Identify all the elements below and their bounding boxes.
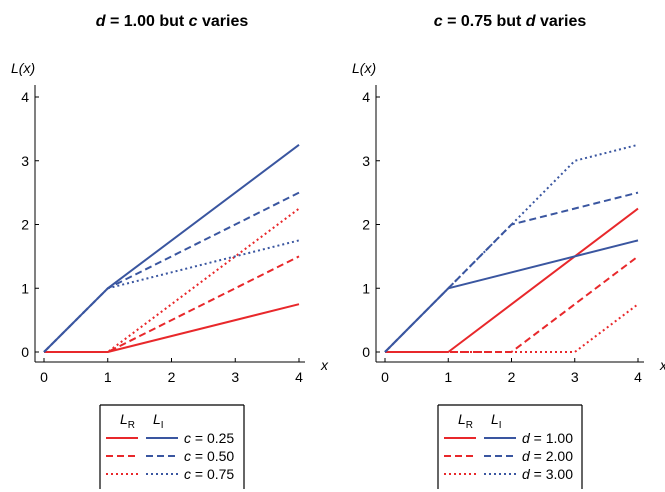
y-tick-label: 1 <box>362 280 370 296</box>
series-line-i-solid <box>384 239 639 353</box>
x-tick-label: 2 <box>508 369 516 385</box>
x-tick-label: 2 <box>168 369 176 385</box>
series-line-r-dotted <box>44 207 300 353</box>
y-tick-label: 4 <box>21 89 29 105</box>
legend-row-label: d = 1.00 <box>522 430 573 446</box>
x-tick-label: 0 <box>40 369 48 385</box>
chart-panel-2: c = 0.75 but d varies L(x) x 0 1 2 3 4 0 1 2 3 4 LR LI… <box>352 13 665 489</box>
x-tick-label: 4 <box>295 369 303 385</box>
legend: LR LI c = 0.25 c = 0.50 c = 0.75 <box>99 404 245 489</box>
x-axis-label: x <box>659 357 665 373</box>
y-axis-label: L(x) <box>352 60 376 76</box>
series-line-r-solid <box>44 303 300 353</box>
x-tick-label: 4 <box>634 369 642 385</box>
legend: LR LI d = 1.00 d = 2.00 d = 3.00 <box>437 404 583 489</box>
series-line-r-dotted <box>385 303 639 353</box>
legend-row-label: c = 0.50 <box>184 448 234 464</box>
legend-header-i: LI <box>153 411 164 431</box>
legend-header-r: LR <box>458 411 473 431</box>
x-tick-label: 1 <box>104 369 112 385</box>
chart-title: c = 0.75 but d varies <box>434 13 587 30</box>
chart-panel-1: d = 1.00 but c varies L(x) x 0 1 2 3 4 0 1 2 3 4 LR LI… <box>11 13 329 489</box>
y-tick-label: 3 <box>21 153 29 169</box>
legend-row-label: d = 2.00 <box>522 448 573 464</box>
series-line-i-dotted <box>384 143 639 353</box>
x-axis-label: x <box>320 357 329 373</box>
y-axis-label: L(x) <box>11 60 35 76</box>
y-tick-label: 2 <box>362 217 370 233</box>
y-tick-label: 2 <box>21 217 29 233</box>
y-tick-label: 0 <box>362 344 370 360</box>
y-tick-label: 1 <box>21 280 29 296</box>
legend-row-label: c = 0.75 <box>184 466 234 482</box>
x-tick-label: 3 <box>231 369 239 385</box>
y-tick-label: 4 <box>362 89 370 105</box>
legend-header-i: LI <box>491 411 502 431</box>
series-line-r-dashed <box>44 255 300 353</box>
legend-row-label: c = 0.25 <box>184 430 234 446</box>
x-tick-label: 1 <box>444 369 452 385</box>
x-tick-label: 0 <box>381 369 389 385</box>
series-line-i-dashed <box>384 191 639 353</box>
x-tick-label: 3 <box>571 369 579 385</box>
chart-title: d = 1.00 but c varies <box>96 13 249 30</box>
legend-row-label: d = 3.00 <box>522 466 573 482</box>
series-line-r-solid <box>385 207 639 353</box>
series-line-i-dotted <box>43 239 300 353</box>
y-tick-label: 0 <box>21 344 29 360</box>
y-tick-label: 3 <box>362 153 370 169</box>
legend-header-r: LR <box>120 411 135 431</box>
